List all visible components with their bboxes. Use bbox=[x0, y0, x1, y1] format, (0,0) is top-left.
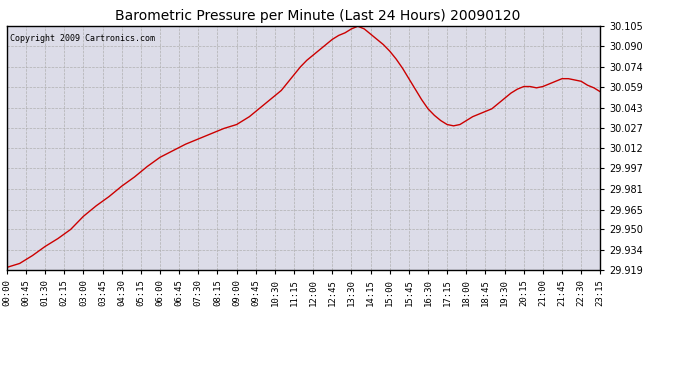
Text: Copyright 2009 Cartronics.com: Copyright 2009 Cartronics.com bbox=[10, 34, 155, 43]
Text: Barometric Pressure per Minute (Last 24 Hours) 20090120: Barometric Pressure per Minute (Last 24 … bbox=[115, 9, 520, 23]
